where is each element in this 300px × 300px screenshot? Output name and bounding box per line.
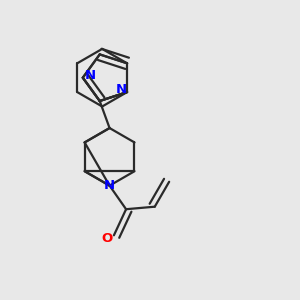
- Text: O: O: [101, 232, 112, 245]
- Text: N: N: [104, 179, 115, 192]
- Text: N: N: [116, 83, 127, 96]
- Text: N: N: [84, 69, 96, 82]
